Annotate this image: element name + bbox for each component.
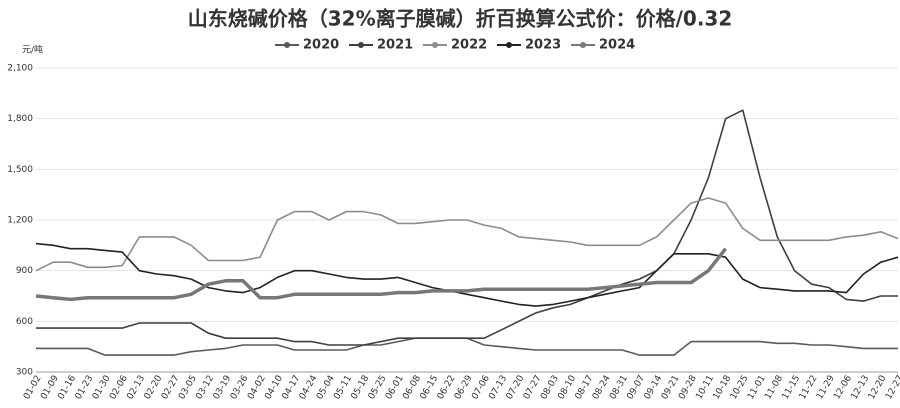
legend-marker bbox=[358, 42, 364, 48]
legend-marker bbox=[506, 42, 512, 48]
series-line bbox=[36, 337, 898, 356]
y-tick-label: 1,800 bbox=[7, 114, 33, 124]
y-tick-label: 2,100 bbox=[7, 64, 33, 74]
series-line bbox=[35, 247, 727, 302]
series-line bbox=[35, 242, 899, 307]
legend-marker bbox=[580, 42, 586, 48]
y-tick-label: 300 bbox=[16, 368, 33, 378]
legend-label: 2024 bbox=[599, 38, 635, 53]
series-line bbox=[36, 109, 898, 346]
legend-label: 2022 bbox=[451, 38, 487, 53]
chart-title: 山东烧碱价格（32%离子膜碱）折百换算公式价：价格/0.32 bbox=[188, 7, 733, 31]
y-tick-label: 1,200 bbox=[7, 216, 33, 226]
legend-marker bbox=[432, 42, 438, 48]
legend-label: 2023 bbox=[525, 38, 561, 53]
y-tick-label: 600 bbox=[16, 317, 33, 327]
legend-label: 2021 bbox=[377, 38, 413, 53]
y-tick-label: 1,500 bbox=[7, 165, 33, 175]
series-line bbox=[35, 197, 899, 272]
y-unit: 元/吨 bbox=[22, 44, 43, 56]
y-tick-label: 900 bbox=[16, 266, 33, 276]
legend-label: 2020 bbox=[303, 38, 339, 53]
legend-marker bbox=[284, 42, 290, 48]
